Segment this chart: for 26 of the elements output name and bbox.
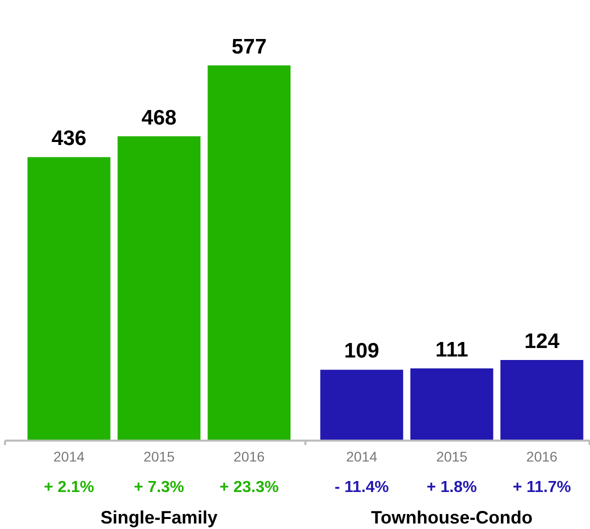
bar — [28, 157, 110, 441]
bar — [208, 65, 291, 441]
x-tick-label: 2016 — [526, 448, 558, 465]
data-label: 436 — [51, 127, 86, 150]
bar — [118, 136, 200, 441]
text: Single-Family — [100, 508, 218, 528]
bar — [320, 370, 404, 441]
data-label: 124 — [524, 330, 560, 353]
bar — [410, 368, 494, 441]
text: + 2.1% — [44, 479, 94, 496]
text: + 7.3% — [134, 479, 184, 496]
data-label: 577 — [232, 35, 267, 58]
text: + 23.3% — [220, 479, 279, 496]
x-tick-label: 2015 — [143, 448, 175, 465]
text: + 1.8% — [426, 479, 477, 496]
bar — [500, 360, 584, 441]
x-tick-label: 2014 — [346, 448, 378, 465]
text: Townhouse-Condo — [370, 508, 533, 528]
x-tick-label: 2016 — [234, 448, 265, 465]
data-label: 109 — [344, 340, 380, 363]
x-tick-label: 2014 — [53, 448, 85, 465]
text: - 11.4% — [334, 479, 389, 496]
text: + 11.7% — [512, 479, 572, 496]
data-label: 111 — [435, 338, 468, 362]
x-tick-label: 2015 — [436, 448, 468, 465]
data-label: 468 — [142, 106, 177, 130]
